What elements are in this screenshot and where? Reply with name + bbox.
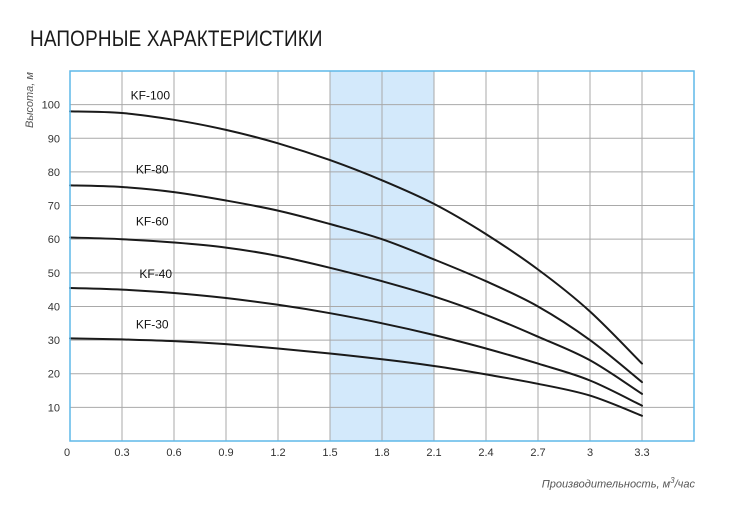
- x-tick-label: 2.1: [426, 447, 441, 459]
- x-tick-label: 1.2: [270, 447, 285, 459]
- series-line-kf-40: [69, 287, 643, 407]
- label-layer: KF-100 KF-80 KF-60 KF-40 KF-30: [131, 89, 173, 332]
- grid-layer: [70, 71, 694, 441]
- x-axis-label-prefix: Производительность, м: [541, 478, 671, 491]
- y-tick-label: 60: [48, 234, 60, 246]
- tick-layer: 0 0.3 0.6 0.9 1.2 1.5 1.8 2.1 2.4 2.7 3 3.3 10 20 30 40…: [42, 100, 650, 459]
- y-tick-label: 10: [48, 402, 60, 414]
- x-tick-label: 2.7: [530, 447, 545, 459]
- series-line-kf-80: [69, 184, 643, 384]
- series-line-kf-60: [69, 236, 643, 395]
- x-tick-label: 2.4: [478, 447, 493, 459]
- series-label-kf-80: KF-80: [136, 163, 169, 177]
- y-tick-label: 70: [48, 201, 60, 213]
- y-tick-label: 100: [42, 100, 60, 112]
- x-tick-label: 3: [587, 447, 593, 459]
- y-tick-label: 20: [48, 369, 60, 381]
- x-axis-label-suffix: /час: [674, 478, 695, 491]
- frame-layer: [69, 70, 695, 442]
- x-tick-label: 1.5: [322, 447, 337, 459]
- x-tick-label: 0.3: [114, 447, 129, 459]
- series-label-kf-30: KF-30: [136, 317, 169, 331]
- y-tick-label: 40: [48, 301, 60, 313]
- chart-title: НАПОРНЫЕ ХАРАКТЕРИСТИКИ: [30, 26, 323, 51]
- x-tick-label: 0.6: [166, 447, 181, 459]
- x-tick-label: 1.8: [374, 447, 389, 459]
- series-label-kf-60: KF-60: [136, 215, 169, 229]
- series-label-kf-40: KF-40: [139, 267, 172, 281]
- x-tick-label: 0: [64, 447, 70, 459]
- plot-frame: [69, 70, 695, 442]
- curve-layer: [69, 110, 643, 417]
- x-tick-label: 3.3: [634, 447, 649, 459]
- y-tick-label: 30: [48, 335, 60, 347]
- x-tick-label: 0.9: [218, 447, 233, 459]
- y-tick-label: 50: [48, 268, 60, 280]
- series-line-kf-100: [69, 110, 643, 365]
- series-line-kf-30: [69, 337, 643, 417]
- x-axis-label: Производительность, м3/час: [542, 476, 695, 491]
- y-tick-label: 90: [48, 133, 60, 145]
- x-axis-label-sup: 3: [670, 476, 675, 485]
- series-label-kf-100: KF-100: [131, 89, 171, 103]
- y-tick-label: 80: [48, 167, 60, 179]
